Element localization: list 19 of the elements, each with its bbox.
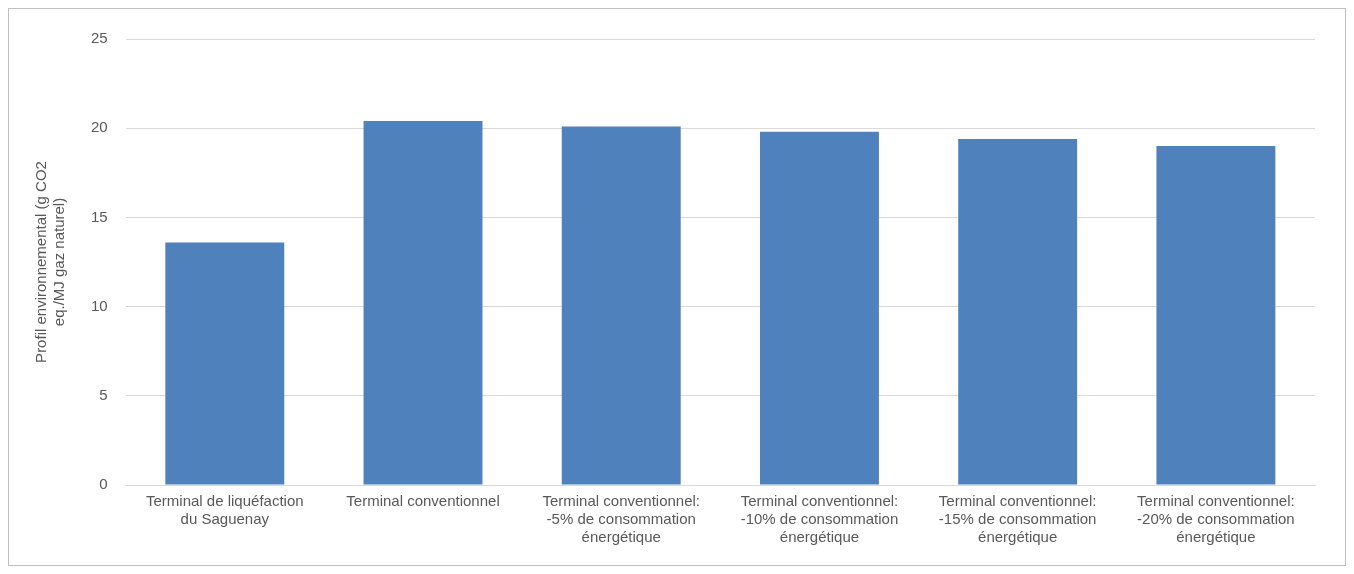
bar [363,121,483,485]
bar [759,131,879,485]
bar [165,242,285,485]
x-tick-label: Terminal conventionnel: -20% de consommation énergétique [1137,492,1295,546]
y-tick-label: 5 [99,385,108,403]
y-tick-label: 10 [91,296,108,314]
x-tick-label: Terminal conventionnel [346,492,500,510]
x-tick-label: Terminal conventionnel: -10% de consommation énergétique [740,492,899,546]
bar [1156,146,1276,485]
y-tick-label: 25 [91,29,108,47]
x-tick-label: Terminal conventionnel: -5% de consommation énergétique [542,492,701,546]
bar [561,126,681,485]
y-axis-title: Profil environnemental (g CO2 eq./MJ gaz naturel) [32,161,68,363]
y-tick-label: 20 [91,118,108,136]
y-tick-label: 15 [91,207,108,225]
bar [958,138,1078,485]
y-tick-label: 0 [99,475,108,493]
x-tick-label: Terminal de liquéfaction du Saguenay [146,492,304,528]
x-tick-label: Terminal conventionnel: -15% de consommation énergétique [938,492,1097,546]
